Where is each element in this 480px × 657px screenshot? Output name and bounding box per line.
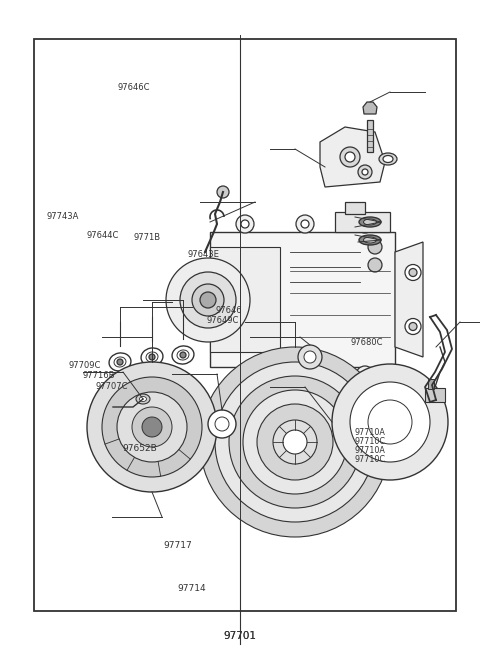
Circle shape [117,392,187,462]
Circle shape [304,351,316,363]
Circle shape [215,417,229,431]
Text: 97646C: 97646C [118,83,150,92]
Circle shape [102,377,202,477]
Text: 97710C: 97710C [354,455,385,464]
Ellipse shape [177,350,189,360]
Circle shape [362,169,368,175]
Circle shape [180,352,186,358]
Ellipse shape [363,237,376,243]
Circle shape [236,366,254,384]
Circle shape [180,272,236,328]
Circle shape [361,371,369,379]
Text: 97649C: 97649C [206,316,239,325]
Circle shape [215,362,375,522]
Circle shape [368,240,382,254]
Text: 97710C: 97710C [354,437,385,446]
Ellipse shape [359,235,381,245]
Circle shape [409,323,417,330]
Bar [34,39,456,611]
Bar [335,212,390,232]
Bar [425,388,445,402]
Ellipse shape [136,394,150,404]
Circle shape [236,215,254,233]
Polygon shape [320,127,385,187]
Text: 97644C: 97644C [86,231,119,240]
Circle shape [332,364,448,480]
Text: 97646: 97646 [216,306,242,315]
Text: 97680C: 97680C [350,338,383,348]
Ellipse shape [172,346,194,364]
Circle shape [368,400,412,444]
Bar [210,247,280,352]
Text: 97701: 97701 [224,631,256,641]
Circle shape [200,347,390,537]
Text: 97709C: 97709C [69,361,101,370]
Circle shape [200,292,216,308]
Ellipse shape [109,353,131,371]
Bar [428,379,434,389]
Circle shape [405,265,421,281]
Text: 97743A: 97743A [47,212,79,221]
Circle shape [192,284,224,316]
Ellipse shape [379,153,397,165]
Circle shape [273,420,317,464]
Ellipse shape [383,156,393,162]
Bar [367,120,373,152]
Text: 97710A: 97710A [354,446,385,455]
Bar [210,232,395,367]
Polygon shape [363,102,377,114]
Ellipse shape [359,217,381,227]
Circle shape [208,410,236,438]
Ellipse shape [363,219,376,225]
Ellipse shape [141,348,163,366]
Text: 9771B: 9771B [133,233,161,242]
Text: 97716B: 97716B [83,371,115,380]
Text: 97710A: 97710A [354,428,385,437]
Circle shape [241,371,249,379]
Text: 97717: 97717 [163,541,192,550]
Circle shape [356,215,374,233]
Text: 97707C: 97707C [96,382,129,391]
Circle shape [132,407,172,447]
Circle shape [405,319,421,334]
Circle shape [217,186,229,198]
Ellipse shape [140,397,146,401]
Circle shape [296,215,314,233]
Polygon shape [395,242,423,357]
Circle shape [368,258,382,272]
Circle shape [241,220,249,228]
Bar [345,202,365,214]
Text: 97643E: 97643E [187,250,219,260]
Circle shape [361,220,369,228]
Circle shape [142,417,162,437]
Circle shape [345,152,355,162]
Ellipse shape [146,352,158,362]
Text: 97714: 97714 [178,583,206,593]
Circle shape [229,376,361,508]
Circle shape [298,345,322,369]
Circle shape [257,404,333,480]
Circle shape [117,359,123,365]
Circle shape [149,354,155,360]
Text: 97652B: 97652B [122,443,157,453]
Circle shape [283,430,307,454]
Circle shape [166,258,250,342]
Circle shape [409,269,417,277]
Circle shape [87,362,217,492]
Circle shape [350,382,430,462]
Circle shape [358,165,372,179]
Text: 97701: 97701 [224,631,256,641]
Circle shape [296,366,314,384]
Circle shape [301,220,309,228]
Circle shape [340,147,360,167]
Circle shape [243,390,347,494]
Ellipse shape [114,357,126,367]
Circle shape [356,366,374,384]
Circle shape [301,371,309,379]
